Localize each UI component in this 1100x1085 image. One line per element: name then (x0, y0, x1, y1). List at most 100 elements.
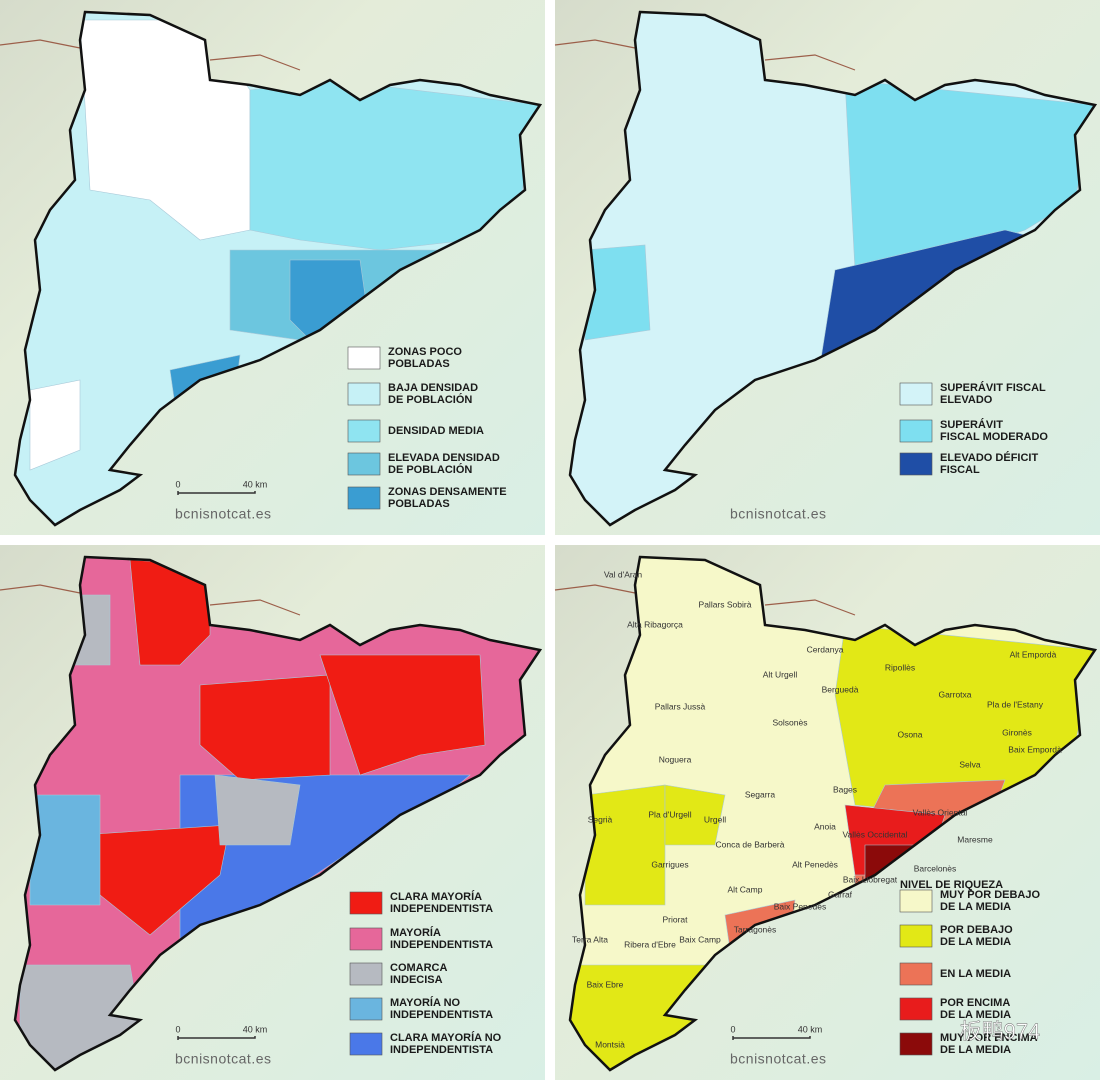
legend-label: SUPERÁVIT (940, 418, 1003, 431)
legend-label: INDEPENDENTISTA (390, 1009, 493, 1021)
legend-label: CLARA MAYORÍA (390, 890, 482, 903)
comarca-label: Baix Camp (679, 934, 721, 944)
comarca-label: Pallars Sobirà (699, 599, 752, 609)
comarca-label: Alt Urgell (763, 669, 798, 679)
source: bcnisnotcat.es (730, 506, 827, 522)
region (214, 774, 301, 846)
comarca-label: Urgell (704, 814, 726, 824)
legend-swatch (349, 927, 383, 951)
legend-label: FISCAL MODERADO (940, 431, 1048, 443)
legend-label: DE LA MEDIA (940, 1044, 1011, 1056)
comarca-label: Garraf (828, 889, 853, 899)
comarca-label: Garrigues (651, 859, 688, 869)
legend-label: INDEPENDENTISTA (390, 1044, 493, 1056)
comarca-label: Alta Ribagorça (627, 619, 683, 629)
legend-label: MAYORÍA NO (390, 996, 461, 1009)
region (584, 784, 666, 906)
comarca-label: Pla d'Urgell (648, 809, 691, 819)
comarca-label: Montsià (595, 1039, 625, 1049)
border-line (554, 39, 856, 71)
legend-swatch (899, 419, 933, 443)
comarca-label: Priorat (662, 914, 688, 924)
scale-bar (177, 491, 256, 495)
legend-label: MUY POR ENCIMA (940, 1032, 1038, 1044)
comarca-label: Tarragonès (734, 924, 777, 934)
border-line (0, 39, 301, 71)
scale-start: 0 (175, 479, 180, 489)
legend-label: DENSIDAD MEDIA (388, 425, 484, 437)
comarca-label: Vallès Oriental (913, 807, 968, 817)
legend-label: DE POBLACIÓN (388, 393, 472, 406)
legend-label: COMARCA (390, 962, 447, 974)
legend-label: DE POBLACIÓN (388, 463, 472, 476)
legend-swatch (349, 962, 383, 986)
comarca-label: Bages (833, 784, 857, 794)
comarca-label: Conca de Barberà (716, 839, 785, 849)
scale-bar (732, 1036, 811, 1040)
comarca-label: Baix Llobregat (843, 874, 898, 884)
comarca-label: Baix Ebre (587, 979, 624, 989)
scale-start: 0 (730, 1024, 735, 1034)
region (319, 654, 486, 776)
legend-title: NIVEL DE RIQUEZA (900, 879, 1003, 891)
legend-label: SUPERÁVIT FISCAL (940, 381, 1046, 394)
comarca-label: Alt Penedès (792, 859, 838, 869)
legend-label: FISCAL (940, 464, 980, 476)
region (29, 379, 81, 471)
legend-swatch (349, 891, 383, 915)
legend-swatch (899, 924, 933, 948)
legend-swatch (347, 486, 381, 510)
comarca-label: Cerdanya (807, 644, 844, 654)
comarca-label: Barcelonès (914, 863, 957, 873)
comarca-label: Pallars Jussà (655, 701, 706, 711)
legend-label: ZONAS POCO (388, 346, 462, 358)
legend-swatch (347, 452, 381, 476)
legend-label: DE LA MEDIA (940, 1009, 1011, 1021)
comarca-label: Osona (897, 729, 922, 739)
comarca-label: Ribera d'Ebre (624, 939, 676, 949)
comarca-label: Ripollès (885, 662, 915, 672)
comarca-label: Anoia (814, 821, 836, 831)
source: bcnisnotcat.es (175, 1051, 272, 1067)
source: bcnisnotcat.es (730, 1051, 827, 1067)
comarca-label: Maresme (957, 834, 993, 844)
region (664, 784, 726, 846)
legend-label: POBLADAS (388, 358, 450, 370)
comarca-label: Segarra (745, 789, 776, 799)
legend-label: ZONAS DENSAMENTE (388, 486, 507, 498)
scale-end: 40 km (243, 479, 268, 489)
legend-label: MUY POR DEBAJO (940, 889, 1040, 901)
region (199, 674, 331, 781)
legend-swatch (899, 889, 933, 913)
comarca-label: Alt Camp (728, 884, 763, 894)
legend-swatch (349, 997, 383, 1021)
comarca-label: Vallès Occidental (842, 829, 907, 839)
legend-label: DE LA MEDIA (940, 901, 1011, 913)
scale-start: 0 (175, 1024, 180, 1034)
comarca-label: Segrià (588, 814, 613, 824)
legend-label: POBLADAS (388, 498, 450, 510)
legend-swatch (347, 382, 381, 406)
legend-label: INDEPENDENTISTA (390, 939, 493, 951)
region (29, 794, 101, 906)
legend-swatch (347, 419, 381, 443)
scale-bar (177, 1036, 256, 1040)
legend-label: POR DEBAJO (940, 924, 1013, 936)
comarca-label: Noguera (659, 754, 692, 764)
comarca-label: Pla de l'Estany (987, 699, 1044, 709)
comarca-label: Selva (959, 759, 981, 769)
legend-swatch (899, 382, 933, 406)
watermark: 板鸭974 (960, 1019, 1041, 1044)
border-line (554, 584, 856, 616)
legend-label: MAYORÍA (390, 926, 441, 939)
legend-swatch (899, 997, 933, 1021)
legend-label: EN LA MEDIA (940, 968, 1011, 980)
legend-label: POR ENCIMA (940, 997, 1010, 1009)
legend-swatch (899, 962, 933, 986)
legend-label: ELEVADO (940, 394, 993, 406)
